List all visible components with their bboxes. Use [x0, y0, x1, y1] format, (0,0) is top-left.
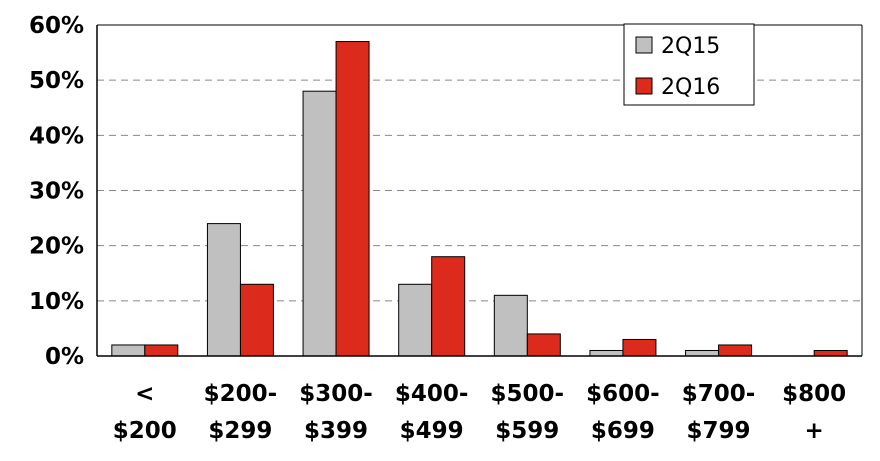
bar-2q16-6 — [718, 344, 753, 357]
bar-2q16-0 — [144, 344, 179, 357]
x-tick-label: $600- — [586, 381, 660, 407]
x-tick-label: $200 — [113, 418, 177, 444]
x-tick-label: $299 — [208, 418, 272, 444]
bar-2q16-5 — [622, 338, 657, 357]
legend: 2Q15 2Q16 — [623, 23, 755, 106]
y-tick-label: 30% — [29, 179, 84, 205]
x-tick-label: + — [805, 418, 824, 444]
x-axis-tick-labels: < $200 $200- $299 $300- $399 $400- $499 $500- $59… — [113, 381, 846, 444]
bar-2q15-1 — [206, 223, 241, 357]
bar-2q15-6 — [685, 349, 720, 357]
y-tick-label: 10% — [29, 289, 84, 315]
x-tick-label: $699 — [591, 418, 655, 444]
x-tick-label: $799 — [687, 418, 751, 444]
x-tick-label: $300- — [299, 381, 373, 407]
x-tick-label: $599 — [495, 418, 559, 444]
legend-label-2q16: 2Q16 — [661, 75, 720, 100]
y-tick-label: 20% — [29, 234, 84, 260]
x-tick-label: $200- — [204, 381, 278, 407]
x-tick-label: $700- — [682, 381, 756, 407]
y-tick-label: 60% — [29, 13, 84, 39]
legend-label-2q15: 2Q15 — [661, 34, 720, 59]
legend-swatch-2q15 — [635, 36, 653, 54]
bars — [111, 41, 848, 357]
bar-2q16-2 — [335, 41, 370, 357]
bar-2q16-7 — [813, 349, 848, 357]
legend-swatch-2q16 — [635, 77, 653, 95]
x-tick-label: $500- — [491, 381, 565, 407]
bar-2q15-3 — [398, 283, 433, 357]
bar-2q16-3 — [431, 256, 466, 357]
bar-2q16-4 — [526, 333, 561, 357]
y-tick-label: 50% — [29, 68, 84, 94]
bar-2q16-1 — [239, 283, 274, 357]
x-tick-label: $800 — [782, 381, 846, 407]
x-tick-label: < — [135, 381, 154, 407]
bar-2q15-0 — [111, 344, 146, 357]
bar-2q15-2 — [302, 90, 337, 357]
x-tick-label: $399 — [304, 418, 368, 444]
y-tick-label: 40% — [29, 123, 84, 149]
y-tick-label: 0% — [45, 344, 84, 370]
y-axis-tick-labels: 0% 10% 20% 30% 40% 50% 60% — [29, 13, 84, 370]
bar-2q15-5 — [589, 349, 624, 357]
bar-2q15-4 — [493, 294, 528, 357]
x-tick-label: $499 — [400, 418, 464, 444]
x-tick-label: $400- — [395, 381, 469, 407]
